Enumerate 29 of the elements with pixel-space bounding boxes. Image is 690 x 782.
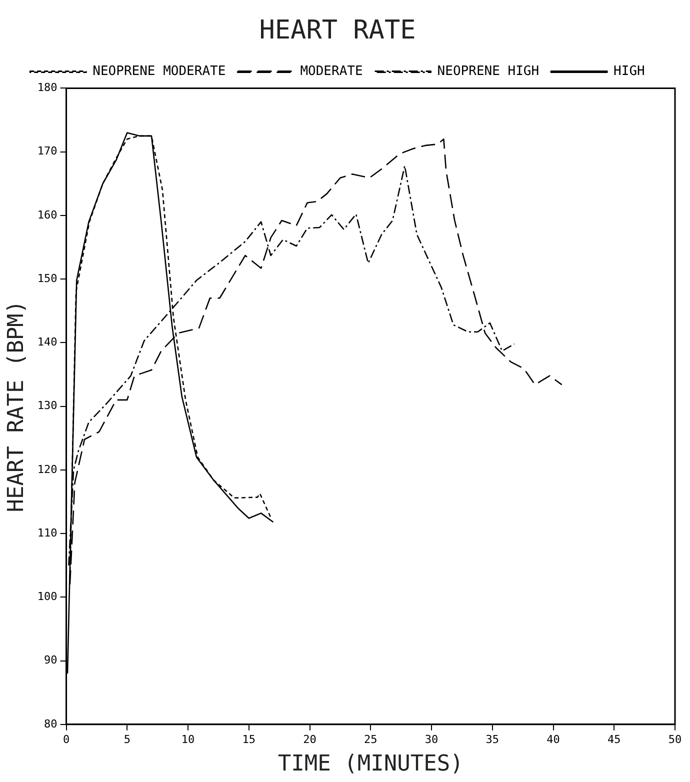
y-tick-label: 100 <box>37 590 58 604</box>
y-tick-label: 170 <box>37 144 58 158</box>
x-axis-title: TIME (MINUTES) <box>278 752 464 777</box>
y-tick-label: 90 <box>44 654 58 667</box>
y-axis-title: HEART RATE (BPM) <box>4 300 29 512</box>
x-tick-label: 25 <box>364 732 378 746</box>
x-tick-label: 10 <box>181 732 195 746</box>
y-tick-label: 180 <box>37 81 58 94</box>
x-tick-label: 5 <box>124 732 130 746</box>
x-tick-label: 15 <box>242 732 256 746</box>
y-tick-label: 80 <box>44 717 58 730</box>
y-tick-label: 130 <box>37 399 58 412</box>
y-tick-label: 110 <box>37 526 58 540</box>
y-tick-label: 160 <box>37 208 58 222</box>
legend-label: NEOPRENE HIGH <box>437 64 540 80</box>
y-tick-label: 120 <box>37 462 58 476</box>
x-tick-label: 20 <box>303 732 316 746</box>
x-tick-label: 35 <box>486 732 500 746</box>
x-tick-label: 0 <box>62 732 70 746</box>
x-tick-label: 30 <box>424 732 438 746</box>
legend-label: HIGH <box>614 64 645 80</box>
x-tick-label: 40 <box>546 732 560 746</box>
x-tick-label: 50 <box>668 732 682 746</box>
y-tick-label: 140 <box>37 336 58 349</box>
legend-label: NEOPRENE MODERATE <box>92 64 226 80</box>
y-tick-label: 150 <box>37 272 58 285</box>
legend-label: MODERATE <box>300 64 363 80</box>
chart-title: HEART RATE <box>259 15 416 46</box>
x-tick-label: 45 <box>608 732 621 746</box>
